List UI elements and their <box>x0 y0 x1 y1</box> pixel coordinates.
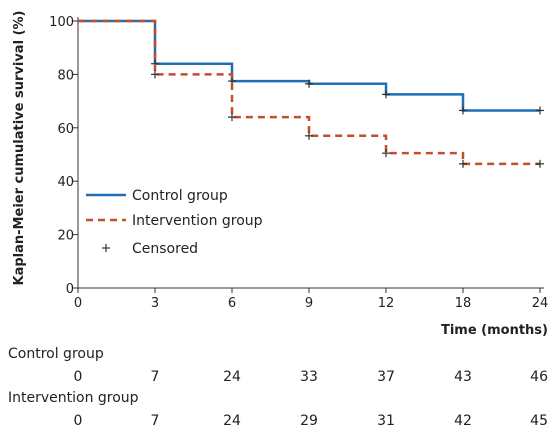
legend-label-censored: Censored <box>132 241 198 257</box>
risk-value-intervention: 31 <box>377 413 395 429</box>
y-tick-label: 60 <box>57 122 74 137</box>
legend-censor-marker <box>102 244 110 252</box>
legend-label-intervention: Intervention group <box>132 213 263 229</box>
censor-mark <box>228 113 236 122</box>
risk-group-label-control: Control group <box>8 346 104 362</box>
risk-value-intervention: 24 <box>223 413 241 429</box>
legend: Control group Intervention group Censore… <box>86 188 263 257</box>
plot-area: 0 20 40 60 80 100 0 3 6 9 12 18 24 <box>49 15 548 311</box>
censor-mark <box>382 149 390 158</box>
y-tick-label: 40 <box>57 175 74 190</box>
x-tick-label: 12 <box>378 296 395 311</box>
censor-mark <box>459 159 467 168</box>
x-axis-title: Time (months) <box>441 323 548 338</box>
censor-mark <box>459 106 467 115</box>
risk-table: Control group Intervention group 0 7 24 33 3… <box>8 346 548 429</box>
risk-value-control: 24 <box>223 369 241 385</box>
x-tick-label: 3 <box>151 296 159 311</box>
risk-value-intervention: 0 <box>74 413 83 429</box>
x-tick-label: 18 <box>455 296 472 311</box>
risk-value-control: 46 <box>530 369 548 385</box>
series-control-line <box>78 19 540 112</box>
censor-mark <box>382 90 390 99</box>
risk-value-control: 37 <box>377 369 395 385</box>
risk-value-control: 7 <box>151 369 160 385</box>
y-axis-title: Kaplan-Meier cumulative survival (%) <box>12 11 27 286</box>
x-tick-label: 24 <box>532 296 549 311</box>
x-tick-label: 0 <box>74 296 82 311</box>
risk-value-intervention: 7 <box>151 413 160 429</box>
y-tick-label: 100 <box>49 15 74 30</box>
x-tick-label: 9 <box>305 296 313 311</box>
censor-mark <box>151 70 159 79</box>
y-tick-label: 80 <box>57 68 74 83</box>
risk-value-intervention: 42 <box>454 413 472 429</box>
risk-value-intervention: 45 <box>530 413 548 429</box>
risk-value-control: 43 <box>454 369 472 385</box>
censor-mark <box>305 131 313 140</box>
censor-mark <box>536 106 544 115</box>
x-tick-label: 6 <box>228 296 236 311</box>
risk-value-control: 0 <box>74 369 83 385</box>
series-intervention-line <box>78 19 540 166</box>
legend-label-control: Control group <box>132 188 228 204</box>
censor-mark <box>536 159 544 168</box>
y-tick-label: 0 <box>66 282 74 297</box>
y-tick-label: 20 <box>57 229 74 244</box>
risk-value-control: 33 <box>300 369 318 385</box>
risk-group-label-intervention: Intervention group <box>8 390 139 406</box>
risk-value-intervention: 29 <box>300 413 318 429</box>
censor-mark <box>305 79 313 88</box>
